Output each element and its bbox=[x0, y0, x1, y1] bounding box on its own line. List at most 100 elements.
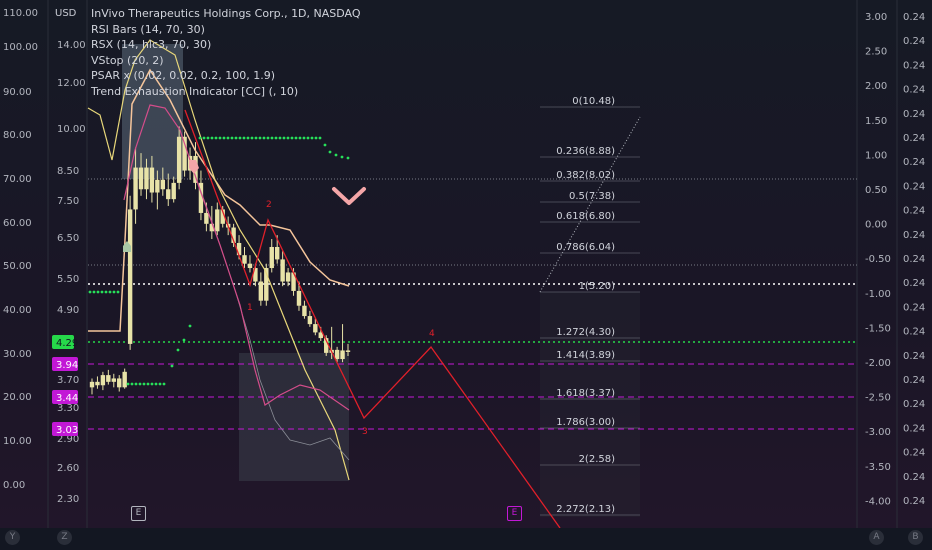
magenta-price-label: 3.94 bbox=[56, 360, 78, 371]
psar-dot bbox=[294, 136, 298, 140]
candle-body[interactable] bbox=[176, 136, 182, 183]
candle-body[interactable] bbox=[117, 378, 122, 388]
chart-legend: InVivo Therapeutics Holdings Corp., 1D, … bbox=[91, 6, 361, 99]
fib-level-label: 0.786(6.04) bbox=[556, 242, 615, 253]
candle-body[interactable] bbox=[127, 209, 133, 344]
indicator-vstop[interactable]: VStop (20, 2) bbox=[91, 53, 164, 67]
price-chart[interactable]: USD110.00100.0090.0080.0070.0060.0050.00… bbox=[0, 0, 932, 528]
candle-body[interactable] bbox=[149, 167, 155, 193]
candle-body[interactable] bbox=[307, 316, 313, 325]
right-axis-2-tick: 0.24 bbox=[903, 375, 925, 386]
right-axis-2-tick: 0.24 bbox=[903, 302, 925, 313]
candle-body[interactable] bbox=[247, 263, 253, 269]
candle-body[interactable] bbox=[269, 246, 274, 269]
symbol-title[interactable]: InVivo Therapeutics Holdings Corp., 1D, … bbox=[91, 7, 361, 20]
candle-body[interactable] bbox=[209, 223, 215, 232]
psar-dot bbox=[88, 290, 92, 294]
candle-body[interactable] bbox=[231, 227, 236, 243]
candle-body[interactable] bbox=[166, 189, 171, 200]
psar-dot bbox=[218, 136, 222, 140]
candle-body[interactable] bbox=[171, 182, 176, 200]
candle-body[interactable] bbox=[313, 324, 318, 333]
scale-z-button[interactable]: Z bbox=[57, 530, 72, 545]
candle-body[interactable] bbox=[160, 179, 166, 190]
vstop-line bbox=[88, 68, 350, 332]
right-axis-tick: -1.50 bbox=[865, 323, 891, 334]
right-axis-tick: -3.50 bbox=[865, 462, 891, 473]
candle-body[interactable] bbox=[274, 246, 280, 260]
candle-body[interactable] bbox=[258, 281, 264, 301]
indicator-rsi-bars[interactable]: RSI Bars (14, 70, 30) bbox=[91, 22, 205, 36]
psar-dot bbox=[108, 290, 112, 294]
fib-level-label: 1.272(4.30) bbox=[556, 327, 615, 338]
psar-dot bbox=[314, 136, 318, 140]
right-axis-2-tick: 0.24 bbox=[903, 12, 925, 23]
psar-dot bbox=[334, 153, 338, 157]
candle-body[interactable] bbox=[106, 375, 111, 382]
scale-b-button[interactable]: B bbox=[908, 530, 923, 545]
psar-dot bbox=[202, 136, 206, 140]
right-axis-tick: 1.00 bbox=[865, 150, 887, 161]
range-box-low bbox=[239, 353, 349, 481]
earnings-marker[interactable]: E bbox=[131, 506, 146, 521]
candle-body[interactable] bbox=[95, 381, 100, 386]
candle-body[interactable] bbox=[345, 350, 351, 352]
candle-body[interactable] bbox=[291, 272, 296, 291]
candle-body[interactable] bbox=[198, 182, 204, 213]
auto-scale-button[interactable]: A bbox=[869, 530, 884, 545]
candle-body[interactable] bbox=[182, 136, 187, 171]
scale-y-button[interactable]: Y bbox=[5, 530, 20, 545]
psar-dots bbox=[88, 136, 350, 386]
far-left-axis-tick: 30.00 bbox=[3, 349, 32, 360]
indicator-trend-exhaustion[interactable]: Trend Exhaustion Indicator [CC] (, 10) bbox=[91, 84, 299, 98]
psar-dot bbox=[130, 382, 134, 386]
psar-dot bbox=[246, 136, 250, 140]
candle-body[interactable] bbox=[236, 242, 242, 256]
candle-body[interactable] bbox=[285, 272, 291, 282]
candle-body[interactable] bbox=[253, 268, 258, 282]
indicator-psar[interactable]: PSAR x (0.02, 0.02, 0.2, 100, 1.9) bbox=[91, 69, 276, 82]
price-axis-unit: USD bbox=[55, 8, 77, 19]
psar-dot bbox=[154, 382, 158, 386]
candle-body[interactable] bbox=[133, 167, 138, 210]
right-axis-tick: -3.00 bbox=[865, 427, 891, 438]
time-axis-bar[interactable] bbox=[0, 528, 932, 550]
candle-body[interactable] bbox=[220, 209, 225, 224]
candle-body[interactable] bbox=[242, 255, 247, 264]
candle-body[interactable] bbox=[144, 167, 149, 190]
candle-body[interactable] bbox=[89, 381, 95, 388]
candle-body[interactable] bbox=[215, 209, 220, 232]
zigzag-label: 2 bbox=[266, 200, 272, 210]
rsi-bars-line bbox=[123, 104, 350, 411]
candle-body[interactable] bbox=[324, 338, 329, 353]
candle-body[interactable] bbox=[296, 290, 302, 306]
candle-body[interactable] bbox=[155, 179, 160, 193]
price-axis-tick: 5.50 bbox=[57, 274, 79, 285]
price-axis-tick: 3.70 bbox=[57, 375, 79, 386]
psar-dot bbox=[182, 338, 186, 342]
psar-dot bbox=[282, 136, 286, 140]
candle-body[interactable] bbox=[318, 332, 323, 339]
candle-body[interactable] bbox=[111, 378, 116, 382]
candle-body[interactable] bbox=[138, 167, 144, 190]
candle-body[interactable] bbox=[122, 371, 127, 388]
candle-body[interactable] bbox=[302, 305, 307, 317]
indicator-rsx[interactable]: RSX (14, hlc3, 70, 30) bbox=[91, 38, 212, 51]
candle-body[interactable] bbox=[264, 268, 269, 301]
psar-dot bbox=[176, 348, 180, 352]
right-axis-tick: -4.00 bbox=[865, 496, 891, 507]
last-price-label: 4.29 bbox=[56, 338, 78, 349]
candle-body[interactable] bbox=[334, 349, 340, 360]
candle-body[interactable] bbox=[340, 350, 345, 360]
right-axis-2-tick: 0.24 bbox=[903, 496, 925, 507]
earnings-marker-future[interactable]: E bbox=[507, 506, 522, 521]
psar-dot bbox=[278, 136, 282, 140]
candle-body[interactable] bbox=[204, 212, 209, 224]
candle-body[interactable] bbox=[280, 259, 285, 282]
psar-dot bbox=[198, 136, 202, 140]
magenta-price-box bbox=[52, 422, 78, 436]
magenta-price-label: 3.03 bbox=[56, 425, 78, 436]
far-left-axis-tick: 10.00 bbox=[3, 436, 32, 447]
candle-body[interactable] bbox=[100, 375, 106, 386]
